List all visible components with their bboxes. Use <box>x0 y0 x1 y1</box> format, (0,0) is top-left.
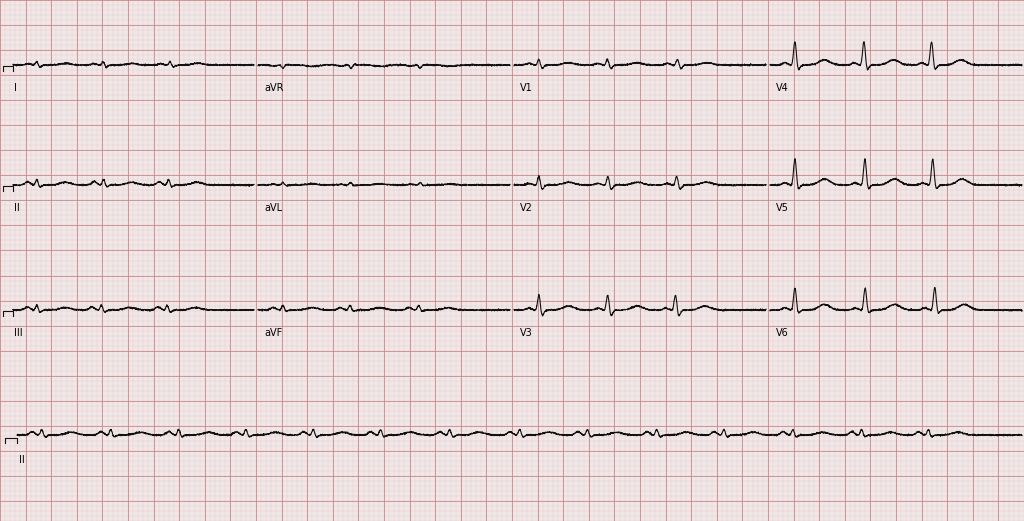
Text: V5: V5 <box>776 203 788 213</box>
Text: V3: V3 <box>520 328 532 338</box>
Text: aVR: aVR <box>264 83 284 93</box>
Text: II: II <box>14 203 19 213</box>
Text: V1: V1 <box>520 83 532 93</box>
Text: III: III <box>14 328 23 338</box>
Text: V4: V4 <box>776 83 788 93</box>
Text: V2: V2 <box>520 203 532 213</box>
Text: I: I <box>14 83 16 93</box>
Text: aVF: aVF <box>264 328 283 338</box>
Text: II: II <box>19 455 25 465</box>
Text: V6: V6 <box>776 328 788 338</box>
Text: aVL: aVL <box>264 203 283 213</box>
